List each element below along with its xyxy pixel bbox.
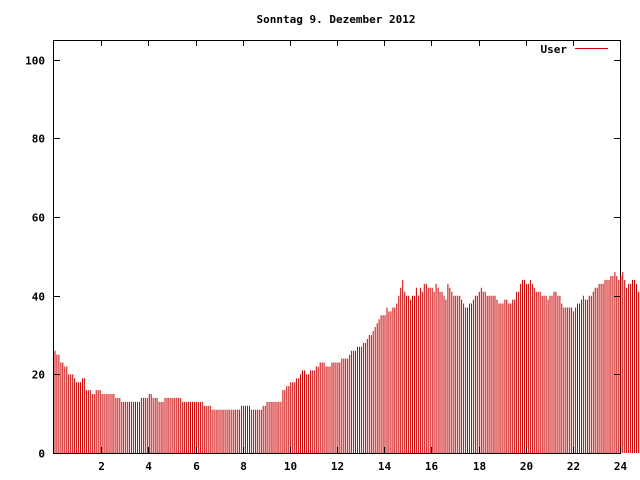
y-tick-label: 0 xyxy=(38,448,45,461)
y-tick-label: 80 xyxy=(32,133,45,146)
x-tick-label: 6 xyxy=(193,460,200,473)
bar-series xyxy=(54,272,640,453)
legend-label-user: User xyxy=(541,43,568,56)
x-tick-label: 10 xyxy=(284,460,297,473)
x-tick-label: 16 xyxy=(425,460,439,473)
x-tick-label: 8 xyxy=(240,460,247,473)
plot-area-border xyxy=(53,40,621,454)
legend: User xyxy=(541,43,608,56)
x-tick-label: 2 xyxy=(98,460,105,473)
y-tick-label: 40 xyxy=(32,291,45,304)
y-axis: 0 20 40 60 80 100 xyxy=(25,55,620,461)
x-tick-label: 12 xyxy=(331,460,344,473)
x-tick-label: 18 xyxy=(473,460,486,473)
y-tick-label: 100 xyxy=(25,55,45,68)
x-tick-label: 4 xyxy=(145,460,152,473)
y-tick-label: 20 xyxy=(32,369,45,382)
chart-title: Sonntag 9. Dezember 2012 xyxy=(257,13,416,26)
x-axis: 2 4 6 8 10 12 14 16 18 20 22 24 xyxy=(98,40,627,473)
y-tick-label: 60 xyxy=(32,212,45,225)
x-tick-label: 20 xyxy=(520,460,533,473)
x-tick-label: 24 xyxy=(614,460,628,473)
x-tick-label: 22 xyxy=(567,460,580,473)
x-tick-label: 14 xyxy=(378,460,392,473)
